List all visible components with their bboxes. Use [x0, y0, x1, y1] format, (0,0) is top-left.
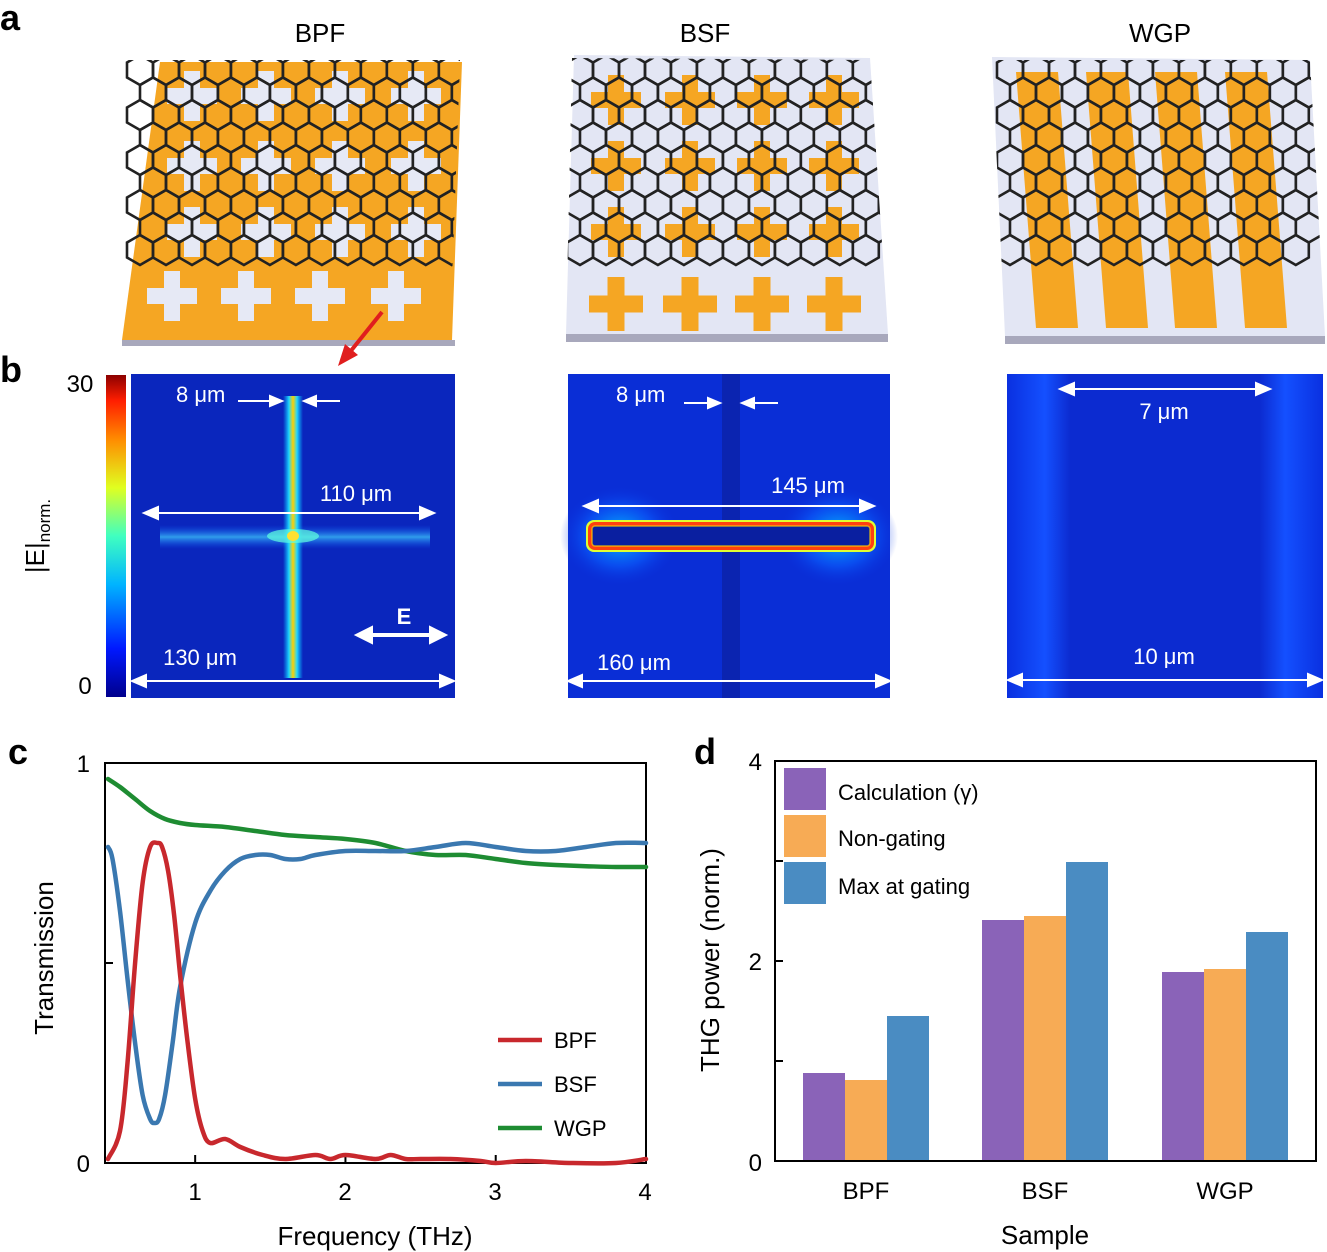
series-line-bsf: [105, 840, 649, 1126]
title-bsf: BSF: [680, 18, 731, 48]
wgp-device-illustration: [992, 57, 1325, 344]
d-ylabel: THG power (norm.): [695, 848, 725, 1072]
bsf-field-map: 8 μm 145 μm 160 μm: [560, 374, 898, 698]
colorbar-min: 0: [78, 673, 91, 700]
graphene-hexagon: [851, 233, 881, 267]
c-legend: BPF BSF WGP: [498, 1028, 607, 1141]
bar-max-gating-wgp: [1246, 932, 1288, 1161]
wgp-gap-label: 7 μm: [1139, 399, 1188, 424]
panel-label-d: d: [694, 731, 716, 772]
wgp-period-label: 10 μm: [1133, 644, 1195, 669]
series-line-wgp: [105, 776, 649, 870]
d-ytick-4: 4: [749, 749, 762, 776]
bpf-length-label: 110 μm: [320, 481, 392, 506]
c-xtick-2: 2: [338, 1179, 351, 1206]
cross-resonator: [754, 141, 770, 191]
bsf-gap-label: 8 μm: [616, 382, 665, 407]
transmission-chart: 1 2 3 4 0 1 Frequency (THz) Transmission…: [29, 751, 652, 1251]
bpf-field-map: 8 μm 110 μm 130 μm E: [129, 374, 457, 698]
bar-max-gating-bsf: [1066, 862, 1108, 1161]
legend-label-calculation: Calculation (γ): [838, 780, 979, 805]
cross-resonator: [682, 141, 698, 191]
panel-label-a: a: [0, 0, 21, 38]
legend-label-non-gating: Non-gating: [838, 826, 946, 851]
colorbar-max: 30: [67, 371, 94, 398]
cross-aperture: [388, 271, 404, 321]
d-xlabel: Sample: [1001, 1220, 1089, 1250]
legend-swatch-calculation: [784, 768, 826, 810]
cross-resonator: [607, 277, 625, 331]
series-line-bpf: [105, 840, 649, 1166]
bsf-device-illustration: [566, 55, 888, 342]
bar-non-gating-bsf: [1024, 916, 1066, 1161]
bar-non-gating-wgp: [1204, 969, 1246, 1161]
c-xtick-1: 1: [188, 1179, 201, 1206]
d-category-wgp: WGP: [1196, 1178, 1253, 1205]
c-ylabel: Transmission: [29, 881, 59, 1035]
d-ytick-0: 0: [749, 1150, 762, 1177]
bpf-field-polarization-label: E: [397, 604, 412, 629]
bsf-period-label: 160 μm: [597, 650, 671, 675]
c-ytick-1: 1: [77, 751, 90, 778]
bar-calculation-bsf: [982, 920, 1024, 1161]
colorbar-label: |E|norm.: [20, 499, 54, 573]
panel-label-b: b: [0, 349, 22, 390]
title-wgp: WGP: [1129, 18, 1191, 48]
title-bpf: BPF: [295, 18, 346, 48]
graphene-hexagon: [437, 233, 460, 267]
c-xtick-4: 4: [638, 1179, 651, 1206]
d-category-bsf: BSF: [1022, 1178, 1069, 1205]
d-ytick-2: 2: [749, 949, 762, 976]
d-legend: Calculation (γ) Non-gating Max at gating: [784, 768, 979, 904]
cross-resonator: [682, 75, 698, 125]
zoom-pointer-arrow: [338, 310, 384, 366]
legend-label-max-gating: Max at gating: [838, 874, 970, 899]
bar-calculation-wgp: [1162, 972, 1204, 1161]
d-category-bpf: BPF: [843, 1178, 890, 1205]
graphene-hexagon: [1281, 233, 1311, 267]
bar-calculation-bpf: [803, 1073, 845, 1161]
legend-swatch-max-gating: [784, 862, 826, 904]
cross-aperture: [312, 271, 328, 321]
bar-max-gating-bpf: [887, 1016, 929, 1161]
metal-grating-stripe: [1155, 72, 1217, 328]
colorbar: 30 0 |E|norm.: [20, 371, 126, 700]
bsf-length-label: 145 μm: [771, 473, 845, 498]
cross-aperture: [184, 141, 200, 191]
thg-power-chart: 0 2 4 BPF BSF WGP Sample THG power (norm…: [695, 749, 1317, 1250]
bar-non-gating-bpf: [845, 1080, 887, 1161]
cross-resonator: [825, 277, 843, 331]
legend-label-wgp: WGP: [554, 1116, 607, 1141]
legend-label-bsf: BSF: [554, 1072, 597, 1097]
cross-resonator: [681, 277, 699, 331]
bpf-period-label: 130 μm: [163, 645, 237, 670]
cross-aperture: [238, 271, 254, 321]
bpf-device-illustration: [122, 60, 462, 346]
c-xlabel: Frequency (THz): [277, 1221, 472, 1251]
bpf-gap-label: 8 μm: [176, 382, 225, 407]
legend-swatch-non-gating: [784, 815, 826, 857]
legend-label-bpf: BPF: [554, 1028, 597, 1053]
cross-aperture: [164, 271, 180, 321]
cross-resonator: [753, 277, 771, 331]
metal-grating-stripe: [1086, 72, 1148, 328]
panel-label-c: c: [8, 731, 28, 772]
cross-resonator: [826, 75, 842, 125]
cross-resonator: [826, 141, 842, 191]
c-ytick-0: 0: [77, 1151, 90, 1178]
wgp-field-map: 7 μm 10 μm: [1005, 374, 1325, 698]
c-xtick-3: 3: [488, 1179, 501, 1206]
